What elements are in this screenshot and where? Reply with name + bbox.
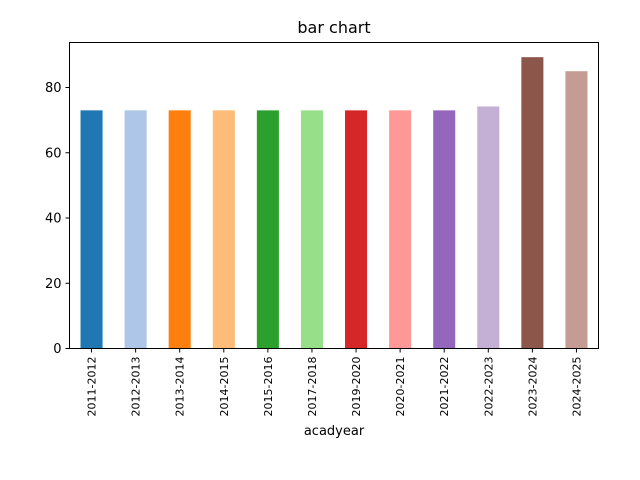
bars-group xyxy=(80,57,588,349)
y-tick-label: 20 xyxy=(45,277,62,292)
y-tick-label: 60 xyxy=(45,146,62,161)
bar-2024-2025 xyxy=(565,71,588,349)
x-tick-label: 2014-2015 xyxy=(218,357,231,417)
x-tick-label: 2015-2016 xyxy=(262,357,275,417)
x-tick-label: 2017-2018 xyxy=(306,357,319,417)
x-tick-label: 2021-2022 xyxy=(438,357,451,417)
plot-frame xyxy=(69,42,599,349)
x-tick-label: 2013-2014 xyxy=(174,357,187,417)
y-axis: 0 20 40 60 80 xyxy=(45,81,70,357)
bar-2020-2021 xyxy=(389,110,412,349)
y-tick-label: 40 xyxy=(45,212,62,227)
bar-2017-2018 xyxy=(300,110,323,349)
x-tick-label: 2020-2021 xyxy=(394,357,407,417)
bar-2011-2012 xyxy=(80,110,103,349)
y-tick-label: 80 xyxy=(45,81,62,96)
x-tick-label: 2019-2020 xyxy=(350,357,363,417)
x-tick-label: 2023-2024 xyxy=(526,357,539,417)
bar-2019-2020 xyxy=(345,110,368,349)
bar-2012-2013 xyxy=(124,110,147,349)
x-tick-label: 2011-2012 xyxy=(86,357,99,417)
x-tick-label: 2024-2025 xyxy=(570,357,583,417)
y-tick-label: 0 xyxy=(53,342,61,357)
bar-2023-2024 xyxy=(521,57,544,349)
bar-2013-2014 xyxy=(168,110,191,349)
bar-2022-2023 xyxy=(477,106,500,349)
x-tick-label: 2022-2023 xyxy=(482,357,495,417)
x-axis-label: acadyear xyxy=(304,424,365,439)
bar-2014-2015 xyxy=(212,110,235,349)
bar-2015-2016 xyxy=(256,110,279,349)
x-axis: 2011-2012 2012-2013 2013-2014 2014-2015 2015… xyxy=(86,348,583,417)
chart-title: bar chart xyxy=(297,18,370,37)
x-tick-label: 2012-2013 xyxy=(130,357,143,417)
bar-2021-2022 xyxy=(433,110,456,349)
